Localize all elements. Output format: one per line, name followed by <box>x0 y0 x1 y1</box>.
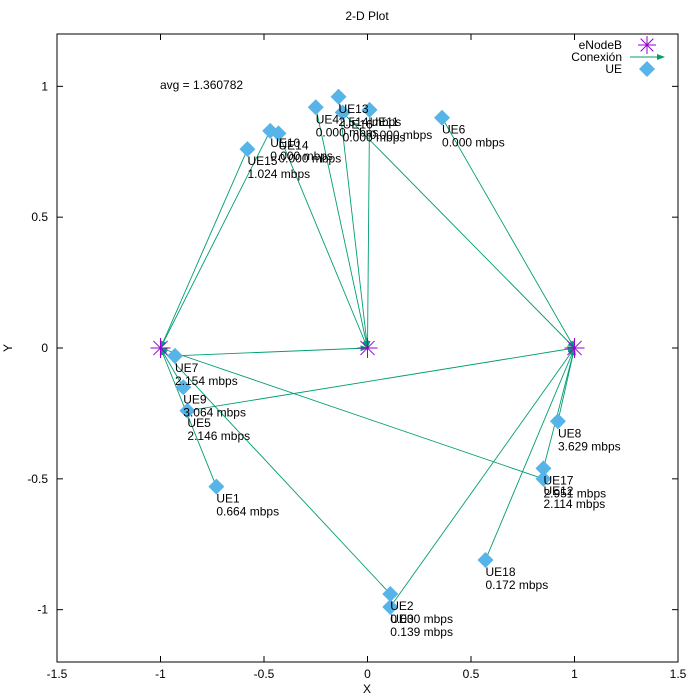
ue-marker-ue5 <box>179 402 196 419</box>
x-tick-label: 1 <box>571 667 578 681</box>
ue-name-label: UE12 <box>543 484 573 498</box>
ue-marker-ue16 <box>334 104 351 121</box>
x-tick-label: -0.5 <box>254 667 275 681</box>
connection-arrow-ue16 <box>342 112 576 349</box>
ue-name-label: UE17 <box>543 473 573 487</box>
avg-annotation: avg = 1.360782 <box>160 78 243 92</box>
connection-arrow-ue5 <box>187 346 576 412</box>
ue-marker-ue8 <box>549 413 566 430</box>
connection-arrow-ue10 <box>160 130 271 349</box>
ue-rate-label: 0.000 mbps <box>270 149 333 163</box>
ue-name-label: UE13 <box>339 102 369 116</box>
x-tick-label: -1 <box>155 667 166 681</box>
ue-name-label: UE18 <box>485 565 515 579</box>
ue-marker-ue11 <box>361 101 378 118</box>
ue-marker-ue3 <box>382 599 399 616</box>
ue-rate-label: 3.629 mbps <box>558 439 621 453</box>
ue-rate-label: 1.024 mbps <box>247 167 310 181</box>
x-tick-label: -1.5 <box>47 667 68 681</box>
y-tick-label: 1 <box>41 79 48 93</box>
ue-marker-ue7 <box>166 347 183 364</box>
ue-marker-ue9 <box>175 379 192 396</box>
ue-marker-ue14 <box>270 125 287 142</box>
x-axis-label: X <box>363 682 371 696</box>
legend-label-conexion: Conexión <box>571 50 622 64</box>
ue-name-label: UE7 <box>175 361 199 375</box>
x-tick-label: 0.5 <box>463 667 480 681</box>
ue-name-label: UE2 <box>390 599 414 613</box>
x-tick-label: 0 <box>364 667 371 681</box>
ue-marker-ue4 <box>307 99 324 116</box>
y-tick-label: -0.5 <box>27 472 48 486</box>
ue-marker-ue6 <box>434 109 451 126</box>
connection-arrow-ue6 <box>441 117 575 349</box>
connection-arrow-ue14 <box>278 133 368 349</box>
legend-enodeb-sample <box>638 36 656 54</box>
axes-ticks: -1.5 -1 -0.5 0 0.5 1 1.5 -1 -0.5 0 0.5 1 <box>27 34 687 681</box>
ue-marker-ue17 <box>535 460 552 477</box>
enodeb-marker-2 <box>357 338 378 358</box>
enodeb-marker-1 <box>150 338 171 358</box>
ue-name-label: UE16 <box>343 118 373 132</box>
ue-rate-label: 2.514 mbps <box>339 115 402 129</box>
ue-name-label: UE14 <box>278 138 308 152</box>
ue-rate-label: 0.139 mbps <box>390 625 453 639</box>
ue-rate-label: 0.172 mbps <box>485 578 548 592</box>
y-tick-label: 0 <box>41 341 48 355</box>
ue-marker-ue15 <box>239 141 256 158</box>
ue-rate-label: 0.000 mbps <box>316 125 379 139</box>
ue-rate-label: 2.951 mbps <box>543 486 606 500</box>
ue-marker-ue2 <box>382 585 399 602</box>
y-axis-label: Y <box>1 344 15 352</box>
ue-name-label: UE9 <box>183 392 207 406</box>
ue-rate-label: 2.114 mbps <box>543 497 605 511</box>
ue-name-label: UE10 <box>270 136 300 150</box>
connection-arrow-ue11 <box>364 109 371 349</box>
ue-rate-label: 2.146 mbps <box>187 429 250 443</box>
ue-name-label: UE8 <box>558 426 582 440</box>
legend-label-enodeb: eNodeB <box>579 38 622 52</box>
connection-arrow-ue4 <box>315 107 369 349</box>
ue-marker-ue18 <box>477 551 494 568</box>
connection-arrow-ue13 <box>338 96 370 349</box>
ue-name-label: UE4 <box>316 112 340 126</box>
connection-arrow-ue15 <box>160 148 248 349</box>
ue-rate-label: 2.154 mbps <box>175 374 238 388</box>
connection-arrow-ue12 <box>159 347 544 480</box>
ue-name-label: UE15 <box>247 154 277 168</box>
y-tick-label: -1 <box>37 603 48 617</box>
legend: eNodeB Conexión UE <box>571 36 665 77</box>
connection-arrow-ue7 <box>174 345 369 357</box>
ue-rate-label: 0.000 mbps <box>370 128 433 142</box>
ue-rate-label: 0.000 mbps <box>278 151 341 165</box>
ue-marker-ue12 <box>535 470 552 487</box>
legend-label-ue: UE <box>605 62 622 76</box>
y-tick-label: 0.5 <box>31 210 48 224</box>
ue-markers <box>166 88 566 616</box>
connection-arrow-ue2 <box>159 347 391 595</box>
ue-marker-ue1 <box>208 478 225 495</box>
ue-name-label: UE1 <box>216 492 240 506</box>
legend-ue-sample <box>639 61 655 77</box>
ue-rate-label: 0.000 mbps <box>442 136 505 150</box>
ue-name-label: UE11 <box>370 115 399 129</box>
connection-arrow-ue18 <box>485 347 575 561</box>
connection-arrow-ue17 <box>543 347 576 469</box>
connection-arrow-ue9 <box>159 347 184 388</box>
enodeb-markers <box>150 338 585 358</box>
ue-rate-label: 0.000 mbps <box>343 131 406 145</box>
chart-title: 2-D Plot <box>345 9 389 23</box>
ue-rate-label: 0.664 mbps <box>216 505 279 519</box>
enodeb-marker-3 <box>564 338 585 358</box>
ue-name-label: UE3 <box>390 612 414 626</box>
x-tick-label: 1.5 <box>670 667 687 681</box>
ue-rate-label: 3.064 mbps <box>183 405 246 419</box>
ue-rate-label: 0.000 mbps <box>390 612 453 626</box>
ue-name-label: UE6 <box>442 123 466 137</box>
ue-name-label: UE5 <box>187 416 211 430</box>
connection-arrow-ue3 <box>389 347 576 608</box>
ue-marker-ue13 <box>330 88 347 105</box>
